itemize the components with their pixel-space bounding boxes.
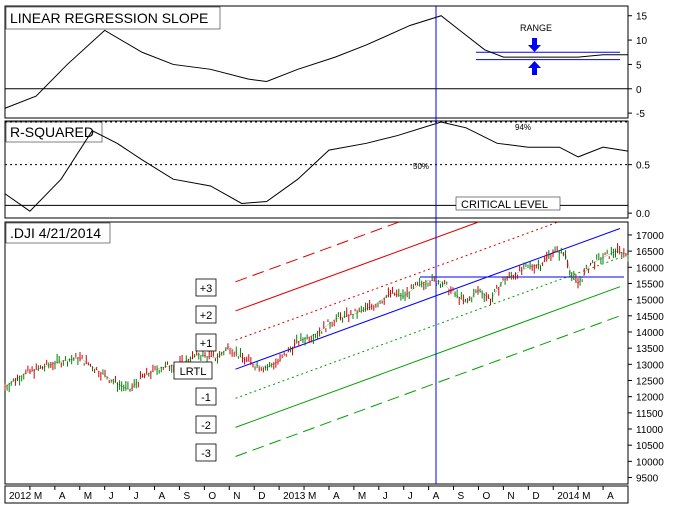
slope-y-tick-label: 0 <box>636 85 642 96</box>
x-tick-label: A <box>59 491 66 502</box>
slope-y-tick-label: 15 <box>636 12 648 23</box>
slope-title: LINEAR REGRESSION SLOPE <box>10 10 208 26</box>
rsquared-panel: R-SQUARED 94% 50% CRITICAL LEVEL 0.5 0.0 <box>4 120 650 220</box>
price-y-tick-label: 9500 <box>636 474 659 485</box>
rsquared-y-tick-label: 0.0 <box>636 209 650 220</box>
channel-label-lrtl: LRTL <box>180 366 207 378</box>
price-y-tick-label: 10500 <box>636 441 664 452</box>
rsquared-50-label: 50% <box>413 162 429 171</box>
x-tick-label: J <box>383 491 388 502</box>
x-tick-label: N <box>507 491 514 502</box>
price-panel: .DJI 4/21/2014 +3 +2 +1 LRTL -1 -2 -3 17000 165… <box>4 221 664 485</box>
rsquared-title: R-SQUARED <box>10 124 94 140</box>
channel-label-minus2: -2 <box>201 420 211 432</box>
price-title: .DJI 4/21/2014 <box>10 225 101 241</box>
slope-y-tick-label: 5 <box>636 60 642 71</box>
channel-label-box <box>195 278 217 297</box>
critical-level-label: CRITICAL LEVEL <box>461 199 548 211</box>
price-y-tick-label: 17000 <box>636 231 664 242</box>
channel-label-box <box>195 305 217 324</box>
range-annotation: RANGE <box>520 23 552 33</box>
rsquared-y-axis: 0.5 0.0 <box>628 161 650 220</box>
price-y-tick-label: 13000 <box>636 360 664 371</box>
x-tick-label: A <box>333 491 340 502</box>
range-arrow-down-icon <box>528 38 541 52</box>
channel-line-plus3 <box>235 221 400 283</box>
price-y-axis: 17000 16500 16000 15500 15000 14500 14000 13500… <box>628 231 664 485</box>
channel-label-minus1: -1 <box>201 392 211 404</box>
price-bars <box>4 243 629 393</box>
channel-line-plus1 <box>235 221 559 341</box>
price-y-tick-label: 10000 <box>636 457 664 468</box>
x-tick-label: A <box>159 491 166 502</box>
channel-labels: +3 +2 +1 LRTL -1 -2 -3 <box>173 278 217 462</box>
x-tick-label: M <box>34 491 42 502</box>
slope-panel: LINEAR REGRESSION SLOPE RANGE 15 10 5 0 -5 <box>4 5 648 120</box>
rsquared-series-line <box>4 121 629 212</box>
channel-line-plus2 <box>235 221 479 312</box>
x-tick-label: M <box>308 491 316 502</box>
price-y-tick-label: 15500 <box>636 279 664 290</box>
slope-series-line <box>4 15 628 109</box>
channel-label-box <box>195 443 217 462</box>
channel-line-minus1 <box>235 257 621 399</box>
x-tick-label: 2014 <box>557 491 580 502</box>
price-y-tick-label: 12500 <box>636 376 664 387</box>
slope-y-tick-label: -5 <box>636 109 645 120</box>
price-y-tick-label: 12000 <box>636 393 664 404</box>
rsquared-94-label: 94% <box>515 123 531 132</box>
x-tick-label: M <box>358 491 366 502</box>
channel-line-minus2 <box>235 286 621 428</box>
price-y-tick-label: 16000 <box>636 263 664 274</box>
x-tick-label: J <box>408 491 413 502</box>
x-tick-label: D <box>532 491 539 502</box>
channel-label-box <box>195 333 217 352</box>
channel-label-minus3: -3 <box>201 448 211 460</box>
channel-label-box <box>195 415 217 434</box>
x-tick-label: M <box>582 491 590 502</box>
x-tick-label: O <box>482 491 490 502</box>
rsquared-y-tick-label: 0.5 <box>636 161 650 172</box>
price-trend-line <box>4 250 629 391</box>
price-y-tick-label: 13500 <box>636 344 664 355</box>
x-tick-label: A <box>433 491 440 502</box>
channel-label-plus3: +3 <box>200 283 213 295</box>
x-tick-label: O <box>208 491 216 502</box>
price-y-tick-label: 15000 <box>636 296 664 307</box>
slope-y-tick-label: 10 <box>636 36 648 47</box>
x-tick-label: J <box>134 491 139 502</box>
x-tick-label: A <box>607 491 614 502</box>
price-y-tick-label: 14000 <box>636 328 664 339</box>
price-y-tick-label: 14500 <box>636 312 664 323</box>
x-tick-label: 2013 <box>283 491 306 502</box>
x-tick-label: M <box>84 491 92 502</box>
channel-label-plus1: +1 <box>200 338 213 350</box>
channel-label-box <box>195 387 217 406</box>
slope-y-axis: 15 10 5 0 -5 <box>628 12 648 120</box>
channel-line-minus3 <box>235 315 621 457</box>
x-tick-label: N <box>233 491 240 502</box>
x-tick-label: J <box>109 491 114 502</box>
channel-label-plus2: +2 <box>200 310 213 322</box>
channel-label-box <box>173 361 213 380</box>
price-y-tick-label: 16500 <box>636 247 664 258</box>
x-tick-label: 2012 <box>9 491 32 502</box>
price-y-tick-label: 11500 <box>636 409 664 420</box>
range-arrow-up-icon <box>528 61 541 75</box>
x-tick-label: S <box>458 491 465 502</box>
x-axis: 2012 M A M J J A S O N D 2013 M A M J J A S O N D 2014 M A <box>4 485 629 504</box>
x-tick-label: S <box>183 491 190 502</box>
price-y-tick-label: 11000 <box>636 425 664 436</box>
x-tick-label: D <box>258 491 265 502</box>
